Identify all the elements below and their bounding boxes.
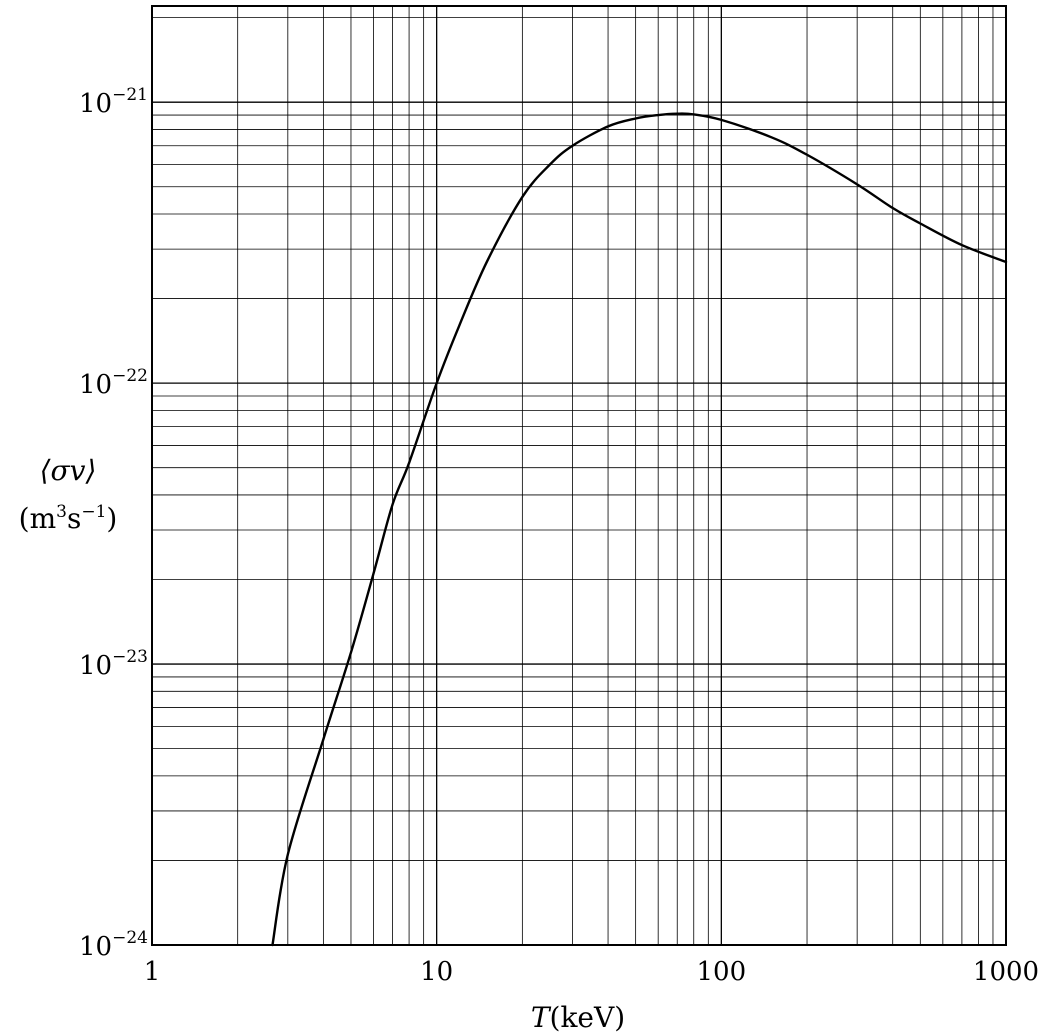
- x-tick-label: 1: [144, 957, 161, 987]
- reaction-rate-curve: [271, 112, 1008, 947]
- y-tick-base: 10: [79, 89, 112, 119]
- y-tick-label: 10−21: [79, 85, 148, 119]
- minor-grid: [152, 6, 1006, 945]
- x-tick-label: 10: [420, 957, 453, 987]
- y-tick-exponent: −22: [112, 366, 148, 386]
- y-axis-label-line2: (m3s−1): [19, 502, 118, 535]
- x-tick-labels: 1 10 100 1000: [144, 957, 1039, 987]
- y-unit-exp2: −1: [81, 502, 106, 522]
- y-unit-suffix: ): [106, 502, 117, 535]
- y-tick-base: 10: [79, 932, 112, 962]
- y-axis-label-line1: ⟨σv⟩: [40, 454, 97, 487]
- major-grid: [151, 6, 1006, 946]
- x-axis-symbol: T: [531, 1001, 552, 1034]
- y-tick-exponent: −21: [112, 85, 148, 105]
- plot-frame: [151, 5, 1007, 946]
- x-tick-label: 1000: [973, 957, 1039, 987]
- y-tick-base: 10: [79, 651, 112, 681]
- y-unit-exp1: 3: [56, 502, 67, 522]
- y-tick-label: 10−24: [79, 928, 148, 962]
- x-tick-label: 100: [697, 957, 747, 987]
- y-tick-label: 10−22: [79, 366, 148, 400]
- y-unit-mid: s: [67, 502, 81, 535]
- y-tick-base: 10: [79, 370, 112, 400]
- y-tick-exponent: −23: [112, 647, 148, 667]
- y-unit-prefix: (m: [19, 502, 56, 535]
- x-axis-unit: (keV): [550, 1001, 626, 1034]
- y-tick-label: 10−23: [79, 647, 148, 681]
- y-tick-exponent: −24: [112, 928, 148, 948]
- x-axis-label: T(keV): [531, 1001, 625, 1034]
